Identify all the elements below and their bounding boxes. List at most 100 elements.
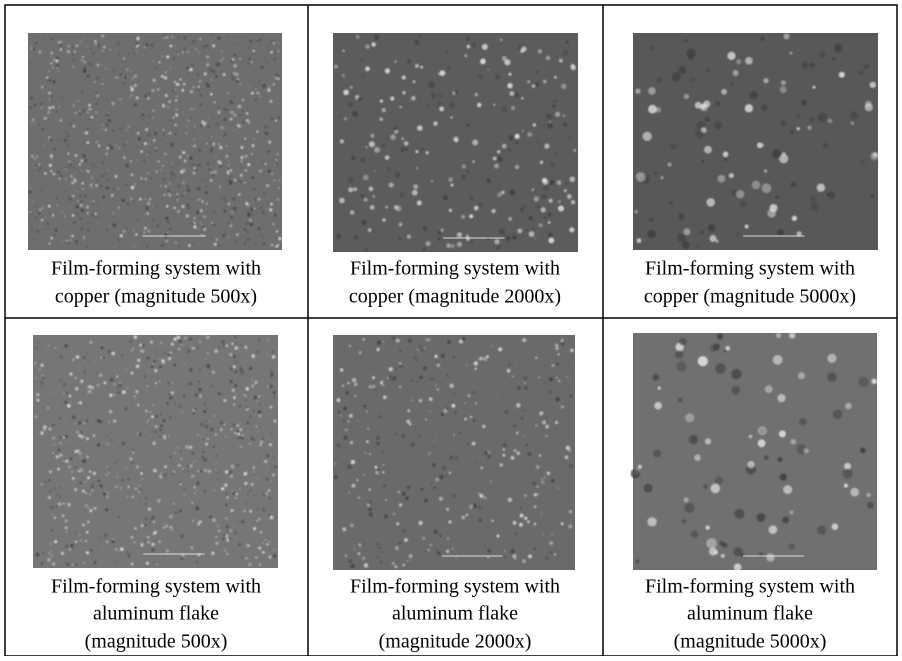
speckle <box>635 89 640 94</box>
speckle <box>58 41 60 43</box>
speckle <box>207 438 209 440</box>
speckle <box>423 247 426 250</box>
speckle <box>511 106 515 110</box>
speckle <box>194 126 195 127</box>
speckle <box>542 178 547 183</box>
speckle <box>695 102 702 109</box>
speckle <box>176 193 178 195</box>
speckle <box>130 160 132 162</box>
speckle <box>66 392 69 395</box>
speckle <box>710 235 717 242</box>
speckle <box>455 91 459 95</box>
speckle <box>521 97 523 99</box>
speckle <box>51 95 53 97</box>
speckle <box>81 209 84 212</box>
speckle <box>156 350 157 351</box>
speckle <box>230 226 232 228</box>
speckle <box>267 63 269 65</box>
speckle <box>131 461 133 463</box>
speckle <box>458 494 459 495</box>
speckle <box>546 435 548 437</box>
speckle <box>41 107 42 108</box>
speckle <box>176 83 179 86</box>
speckle <box>210 428 213 431</box>
speckle <box>136 51 137 52</box>
speckle <box>200 423 204 427</box>
speckle <box>80 540 82 542</box>
speckle <box>791 182 796 187</box>
speckle <box>126 78 127 79</box>
speckle <box>434 530 438 534</box>
speckle <box>472 42 476 46</box>
speckle <box>117 459 118 460</box>
speckle <box>539 455 541 457</box>
speckle <box>139 433 142 436</box>
speckle <box>373 388 376 391</box>
speckle <box>268 151 270 153</box>
speckle <box>128 126 129 127</box>
speckle <box>475 403 477 405</box>
speckle <box>154 207 156 209</box>
speckle <box>499 463 503 467</box>
speckle <box>67 242 69 244</box>
speckle <box>254 188 256 190</box>
speckle <box>555 428 557 430</box>
speckle <box>265 540 266 541</box>
speckle <box>135 233 138 236</box>
speckle <box>451 244 455 248</box>
speckle <box>698 356 708 366</box>
speckle <box>552 105 555 108</box>
speckle <box>758 426 767 435</box>
speckle <box>231 343 233 345</box>
speckle <box>391 378 394 381</box>
speckle <box>42 377 44 379</box>
speckle <box>469 197 473 201</box>
speckle <box>182 378 183 379</box>
speckle <box>157 88 159 90</box>
speckle <box>409 554 413 558</box>
speckle <box>247 231 249 233</box>
speckle <box>68 504 70 506</box>
speckle <box>517 229 522 234</box>
speckle <box>201 180 202 181</box>
speckle <box>148 420 149 421</box>
speckle <box>125 164 128 167</box>
speckle <box>144 496 147 499</box>
speckle <box>39 210 40 211</box>
speckle <box>516 432 519 435</box>
speckle <box>59 106 60 107</box>
speckle <box>839 72 845 78</box>
speckle <box>237 124 240 127</box>
speckle <box>159 366 162 369</box>
speckle <box>257 400 258 401</box>
speckle <box>90 183 93 186</box>
speckle <box>541 481 544 484</box>
speckle <box>436 549 438 551</box>
speckle <box>429 410 430 411</box>
speckle <box>437 230 442 235</box>
speckle <box>195 164 197 166</box>
speckle <box>79 534 81 536</box>
speckle <box>406 560 407 561</box>
speckle <box>127 496 129 498</box>
speckle <box>191 347 193 349</box>
speckle <box>42 37 44 39</box>
speckle <box>200 124 203 127</box>
speckle <box>490 481 491 482</box>
speckle <box>168 357 171 360</box>
speckle <box>399 386 402 389</box>
speckle <box>68 466 70 468</box>
speckle <box>63 393 64 394</box>
speckle <box>251 153 253 155</box>
speckle <box>216 536 218 538</box>
speckle <box>130 340 132 342</box>
speckle <box>267 89 270 92</box>
speckle <box>72 477 75 480</box>
speckle <box>349 414 353 418</box>
speckle <box>243 191 245 193</box>
speckle <box>340 368 343 371</box>
speckle <box>197 490 198 491</box>
speckle <box>802 62 808 68</box>
speckle <box>172 163 173 164</box>
speckle <box>43 374 44 375</box>
